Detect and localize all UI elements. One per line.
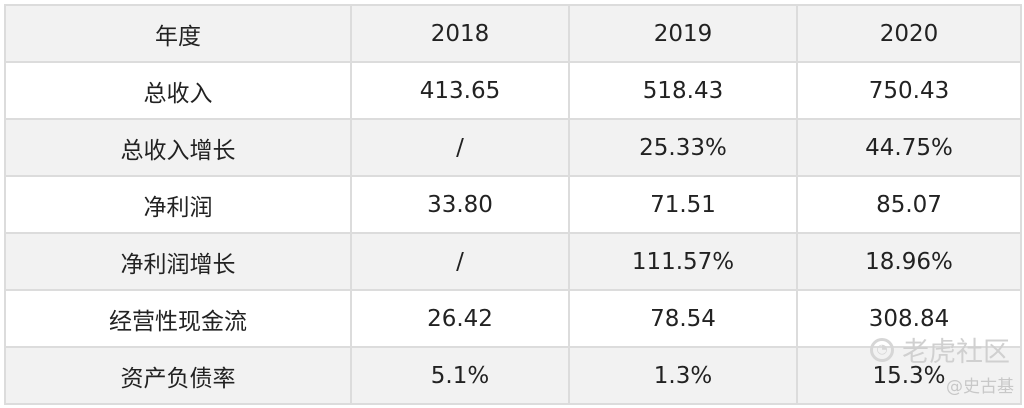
table-cell: 44.75% <box>796 118 1022 177</box>
table-header-row: 年度 2018 2019 2020 <box>4 4 1022 63</box>
table-cell: 111.57% <box>568 232 798 291</box>
table-cell: 85.07 <box>796 175 1022 234</box>
table-cell: 78.54 <box>568 289 798 348</box>
table-cell: / <box>350 232 570 291</box>
table-cell: 25.33% <box>568 118 798 177</box>
table-cell: 26.42 <box>350 289 570 348</box>
table-row: 经营性现金流 26.42 78.54 308.84 <box>4 289 1022 348</box>
table-cell: 15.3% <box>796 346 1022 405</box>
row-label-net-profit: 净利润 <box>4 175 352 234</box>
header-cell-2019: 2019 <box>568 4 798 63</box>
table-row: 总收入增长 / 25.33% 44.75% <box>4 118 1022 177</box>
table-cell: 308.84 <box>796 289 1022 348</box>
header-cell-2020: 2020 <box>796 4 1022 63</box>
table-row: 净利润 33.80 71.51 85.07 <box>4 175 1022 234</box>
table-cell: 5.1% <box>350 346 570 405</box>
row-label-total-revenue: 总收入 <box>4 61 352 120</box>
table-row: 资产负债率 5.1% 1.3% 15.3% <box>4 346 1022 405</box>
table-cell: 33.80 <box>350 175 570 234</box>
financial-table-container: 年度 2018 2019 2020 总收入 413.65 518.43 750.… <box>4 4 1022 405</box>
financial-table: 年度 2018 2019 2020 总收入 413.65 518.43 750.… <box>4 4 1022 405</box>
table-cell: 413.65 <box>350 61 570 120</box>
row-label-revenue-growth: 总收入增长 <box>4 118 352 177</box>
table-cell: 518.43 <box>568 61 798 120</box>
row-label-debt-ratio: 资产负债率 <box>4 346 352 405</box>
table-cell: / <box>350 118 570 177</box>
table-row: 净利润增长 / 111.57% 18.96% <box>4 232 1022 291</box>
row-label-operating-cash-flow: 经营性现金流 <box>4 289 352 348</box>
table-cell: 71.51 <box>568 175 798 234</box>
row-label-net-profit-growth: 净利润增长 <box>4 232 352 291</box>
table-cell: 18.96% <box>796 232 1022 291</box>
table-cell: 750.43 <box>796 61 1022 120</box>
table-row: 总收入 413.65 518.43 750.43 <box>4 61 1022 120</box>
header-cell-2018: 2018 <box>350 4 570 63</box>
header-cell-year-label: 年度 <box>4 4 352 63</box>
table-cell: 1.3% <box>568 346 798 405</box>
